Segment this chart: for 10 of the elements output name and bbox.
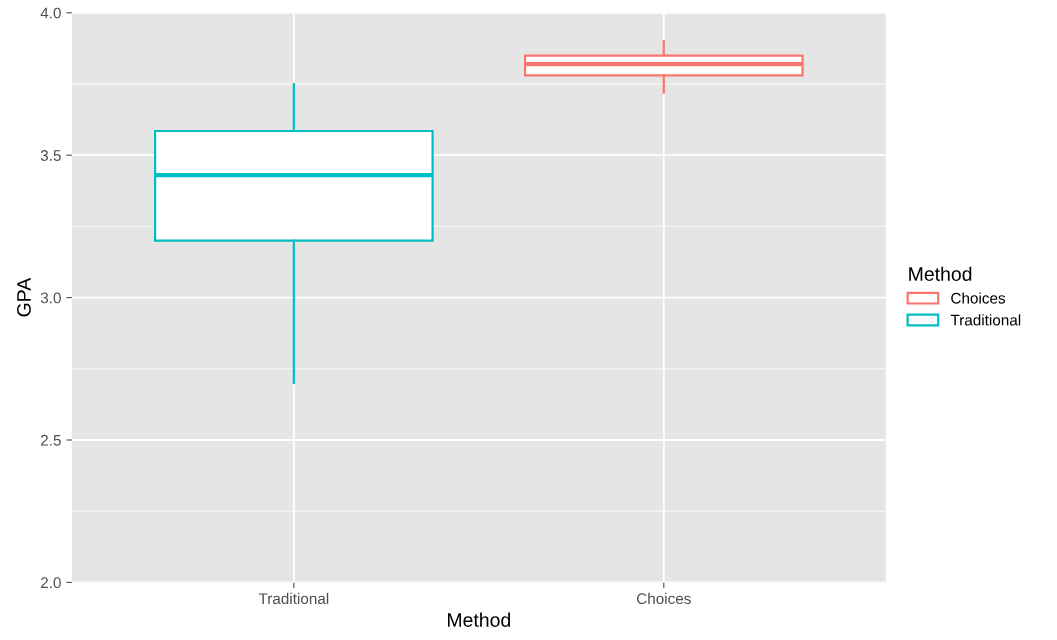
y-tick-label: 2.0: [40, 577, 61, 589]
y-axis-title: GPA: [17, 277, 31, 317]
legend-label: Choices: [951, 292, 1006, 304]
y-tick-label: 3.0: [40, 292, 61, 304]
x-axis-title: Method: [447, 612, 510, 627]
legend-label: Traditional: [950, 314, 1021, 326]
y-tick-label: 2.5: [40, 434, 61, 446]
y-tick-label: 3.5: [40, 150, 61, 161]
y-tick-label: 4.0: [40, 7, 61, 19]
legend-title: Method: [909, 266, 972, 281]
